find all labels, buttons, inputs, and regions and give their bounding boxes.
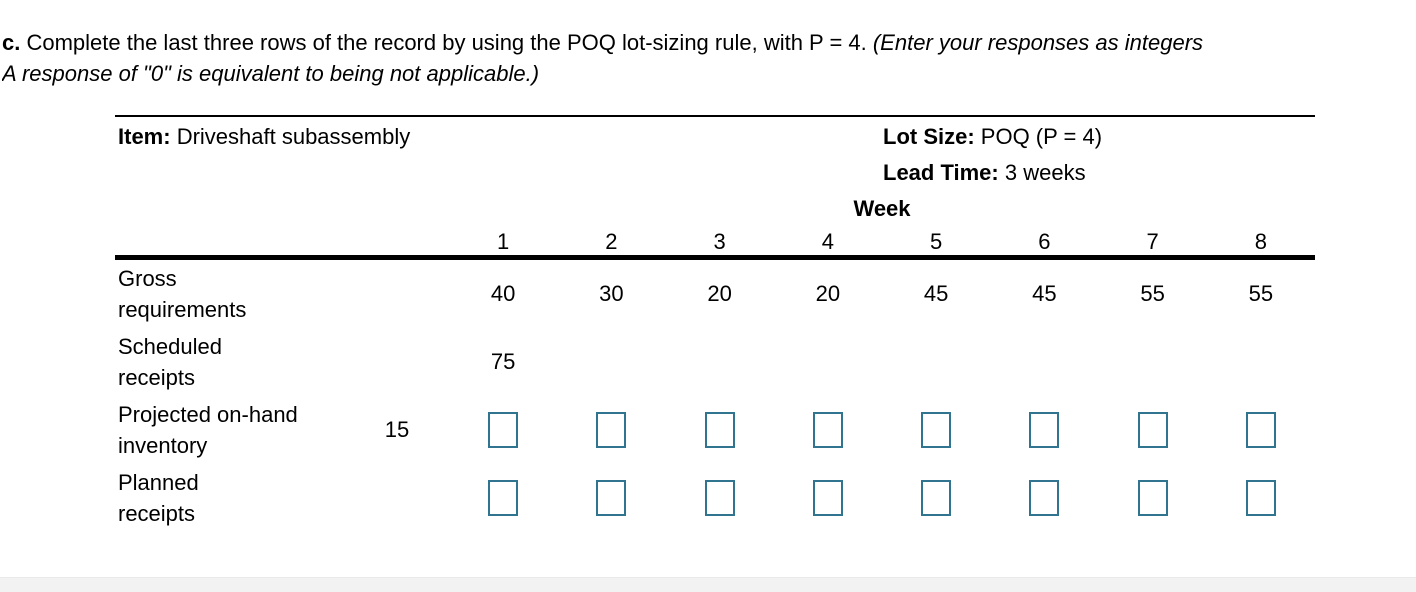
projected-inventory-input-week-2[interactable]: [596, 412, 627, 448]
week-number-row: 1 2 3 4 5 6 7 8: [115, 229, 1315, 255]
row-label: Scheduled receipts: [115, 331, 345, 393]
footer-bar: [0, 577, 1416, 592]
planned-receipts-input-week-7[interactable]: [1137, 480, 1168, 516]
week-row-begin-spacer: [345, 229, 449, 255]
week-number: 8: [1254, 229, 1267, 254]
week-number: 1: [497, 229, 510, 254]
row-label-line: inventory: [118, 433, 208, 458]
row-label: Projected on-hand inventory: [115, 399, 345, 461]
projected-inventory-input-week-8[interactable]: [1245, 412, 1276, 448]
gross-requirements-week-6: 45: [1032, 281, 1057, 306]
item-line: Item: Driveshaft subassembly: [118, 124, 410, 150]
question-line-2: A response of "0" is equivalent to being…: [2, 61, 540, 86]
table-row-gross-requirements: Gross requirements 40 30 20 20 45 45 55 5…: [115, 260, 1315, 328]
lot-size-line: Lot Size: POQ (P = 4): [883, 124, 1102, 150]
table-row-projected-inventory: Projected on-hand inventory 15: [115, 396, 1315, 464]
projected-inventory-input-week-3[interactable]: [704, 412, 735, 448]
row-label-line: Scheduled: [118, 334, 222, 359]
week-number: 4: [821, 229, 834, 254]
gross-requirements-week-8: 55: [1248, 281, 1274, 306]
week-number: 3: [713, 229, 726, 254]
planned-receipts-input-week-6[interactable]: [1029, 480, 1060, 516]
question-line-1: c. Complete the last three rows of the r…: [2, 27, 1416, 58]
week-number: 6: [1038, 229, 1051, 254]
item-label: Item:: [118, 124, 171, 149]
lead-time-line: Lead Time: 3 weeks: [883, 160, 1086, 186]
table-row-scheduled-receipts: Scheduled receipts 75: [115, 328, 1315, 396]
beginning-inventory-value: 15: [384, 417, 410, 442]
lot-size-label: Lot Size:: [883, 124, 975, 149]
gross-requirements-week-3: 20: [707, 281, 732, 306]
gross-requirements-week-2: 30: [599, 281, 624, 306]
gross-requirements-week-1: 40: [490, 281, 516, 306]
projected-inventory-input-week-7[interactable]: [1137, 412, 1168, 448]
record-header: Item: Driveshaft subassembly Lot Size: P…: [115, 117, 1315, 260]
planned-receipts-input-week-5[interactable]: [921, 480, 952, 516]
question-part-italic-1: (Enter your responses as integers: [872, 30, 1204, 55]
row-label-line: Projected on-hand: [118, 402, 298, 427]
planned-receipts-input-week-2[interactable]: [596, 480, 627, 516]
projected-inventory-input-week-4[interactable]: [812, 412, 843, 448]
row-label-line: requirements: [118, 297, 247, 322]
planned-receipts-input-week-1[interactable]: [488, 480, 519, 516]
week-number: 7: [1146, 229, 1159, 254]
week-header: Week: [853, 196, 911, 221]
item-value: Driveshaft subassembly: [176, 124, 411, 149]
planned-receipts-input-week-8[interactable]: [1245, 480, 1276, 516]
row-label-line: Gross: [118, 266, 177, 291]
week-number: 2: [605, 229, 618, 254]
row-label: Gross requirements: [115, 263, 345, 325]
planned-receipts-input-week-4[interactable]: [812, 480, 843, 516]
row-label-line: receipts: [118, 365, 196, 390]
week-row-spacer: [115, 229, 345, 255]
row-label-line: Planned: [118, 470, 199, 495]
mrp-record-table: Item: Driveshaft subassembly Lot Size: P…: [115, 115, 1315, 532]
planned-receipts-input-week-3[interactable]: [704, 480, 735, 516]
row-label: Planned receipts: [115, 467, 345, 529]
week-number: 5: [930, 229, 943, 254]
projected-inventory-input-week-5[interactable]: [921, 412, 952, 448]
question-part-label: c.: [2, 30, 21, 55]
projected-inventory-input-week-1[interactable]: [488, 412, 519, 448]
gross-requirements-week-7: 55: [1140, 281, 1165, 306]
gross-requirements-week-4: 20: [815, 281, 841, 306]
question-part-main: Complete the last three rows of the reco…: [20, 30, 873, 55]
table-row-planned-receipts: Planned receipts: [115, 464, 1315, 532]
question-prompt: c. Complete the last three rows of the r…: [2, 27, 1416, 89]
lot-size-value: POQ (P = 4): [980, 124, 1103, 149]
lead-time-label: Lead Time:: [883, 160, 999, 185]
lead-time-value: 3 weeks: [1004, 160, 1086, 185]
scheduled-receipts-week-1: 75: [490, 349, 516, 374]
row-label-line: receipts: [118, 501, 196, 526]
gross-requirements-week-5: 45: [923, 281, 949, 306]
projected-inventory-input-week-6[interactable]: [1029, 412, 1060, 448]
